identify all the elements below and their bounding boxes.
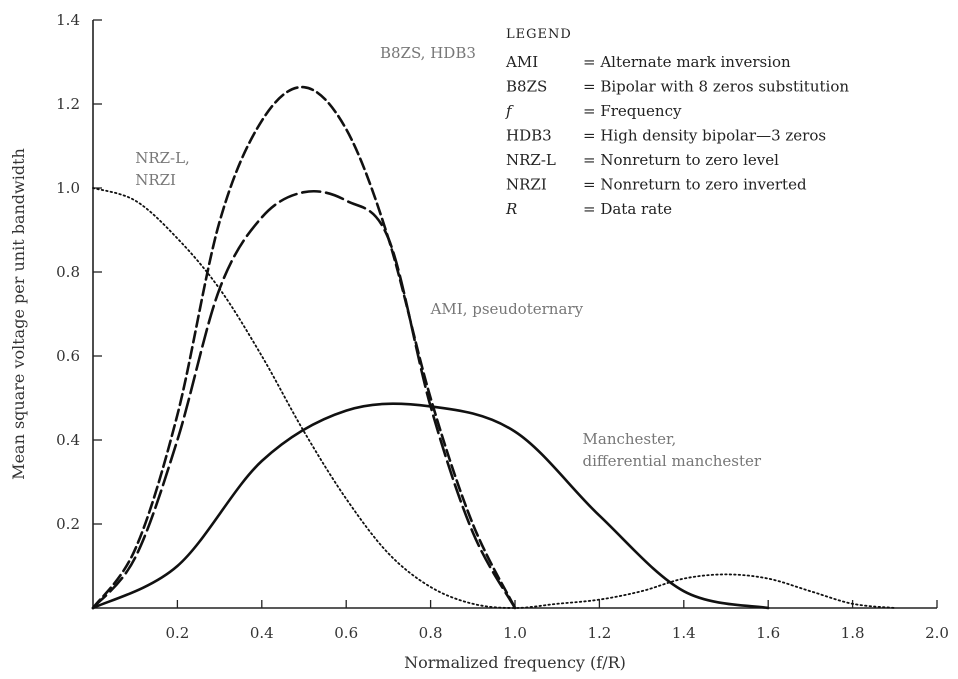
annotation-line: Manchester,: [583, 430, 677, 448]
y-tick-label: 0.6: [56, 347, 80, 365]
y-tick-label: 0.8: [56, 263, 80, 281]
y-tick-label: 1.2: [56, 95, 80, 113]
legend-desc: = Nonreturn to zero level: [583, 151, 779, 169]
legend-desc: = High density bipolar—3 zeros: [583, 127, 826, 145]
legend-desc: = Bipolar with 8 zeros substitution: [583, 78, 849, 96]
x-tick-label: 1.0: [503, 624, 527, 642]
legend-desc: = Alternate mark inversion: [583, 53, 791, 71]
series-line-dashed: [91, 85, 517, 610]
series-line-long-dashed: [91, 189, 517, 610]
legend-abbr: f: [505, 102, 514, 120]
x-tick-label: 0.4: [250, 624, 274, 642]
legend-abbr: AMI: [505, 53, 538, 71]
curve-annotation: NRZ-L, NRZI: [135, 149, 190, 189]
legend-abbr: R: [505, 200, 517, 218]
curve-annotation: B8ZS, HDB3: [380, 44, 476, 62]
legend: LEGEND AMI = Alternate mark inversion B8ZS…: [505, 27, 849, 218]
legend-abbr: B8ZS: [506, 78, 547, 96]
axis-ticks: [93, 19, 938, 608]
series-line-solid: [91, 402, 770, 610]
annotations: B8ZS, HDB3 NRZ-L, NRZI AMI, pseudoternary Ma…: [135, 44, 762, 470]
annotation-line: NRZI: [135, 171, 176, 189]
y-tick-label: 1.4: [56, 11, 80, 29]
y-axis-label: Mean square voltage per unit bandwidth: [9, 148, 28, 480]
x-tick-label: 1.8: [841, 624, 865, 642]
legend-title: LEGEND: [506, 27, 572, 42]
x-tick-label: 2.0: [925, 624, 949, 642]
x-tick-label: 1.6: [756, 624, 780, 642]
legend-abbr: HDB3: [506, 127, 552, 145]
legend-abbr: NRZI: [506, 176, 547, 194]
series-layer: [91, 85, 896, 610]
annotation-line: B8ZS, HDB3: [380, 44, 476, 62]
legend-desc: = Frequency: [583, 102, 682, 120]
x-tick-label: 1.2: [587, 624, 611, 642]
x-tick-label: 0.2: [165, 624, 189, 642]
legend-desc: = Data rate: [583, 200, 672, 218]
y-tick-label: 0.4: [56, 431, 80, 449]
x-tick-label: 0.6: [334, 624, 358, 642]
x-tick-label: 0.8: [419, 624, 443, 642]
annotation-line: NRZ-L,: [135, 149, 190, 167]
tick-labels: 0.2 0.4 0.6 0.8 1.0 1.2 1.4 1.6 1.8 2.0 0.2 0.4 0.6 0…: [56, 11, 949, 642]
series-line-dotted: [92, 187, 896, 609]
x-axis-label: Normalized frequency (f/R): [404, 653, 626, 672]
annotation-line: differential manchester: [583, 452, 762, 470]
curve-annotation: Manchester, differential manchester: [583, 430, 762, 470]
y-tick-label: 1.0: [56, 179, 80, 197]
curve-annotation: AMI, pseudoternary: [430, 300, 584, 318]
y-tick-label: 0.2: [56, 515, 80, 533]
x-tick-label: 1.4: [672, 624, 696, 642]
annotation-line: AMI, pseudoternary: [430, 300, 584, 318]
legend-abbr: NRZ-L: [506, 151, 556, 169]
legend-desc: = Nonreturn to zero inverted: [583, 176, 807, 194]
